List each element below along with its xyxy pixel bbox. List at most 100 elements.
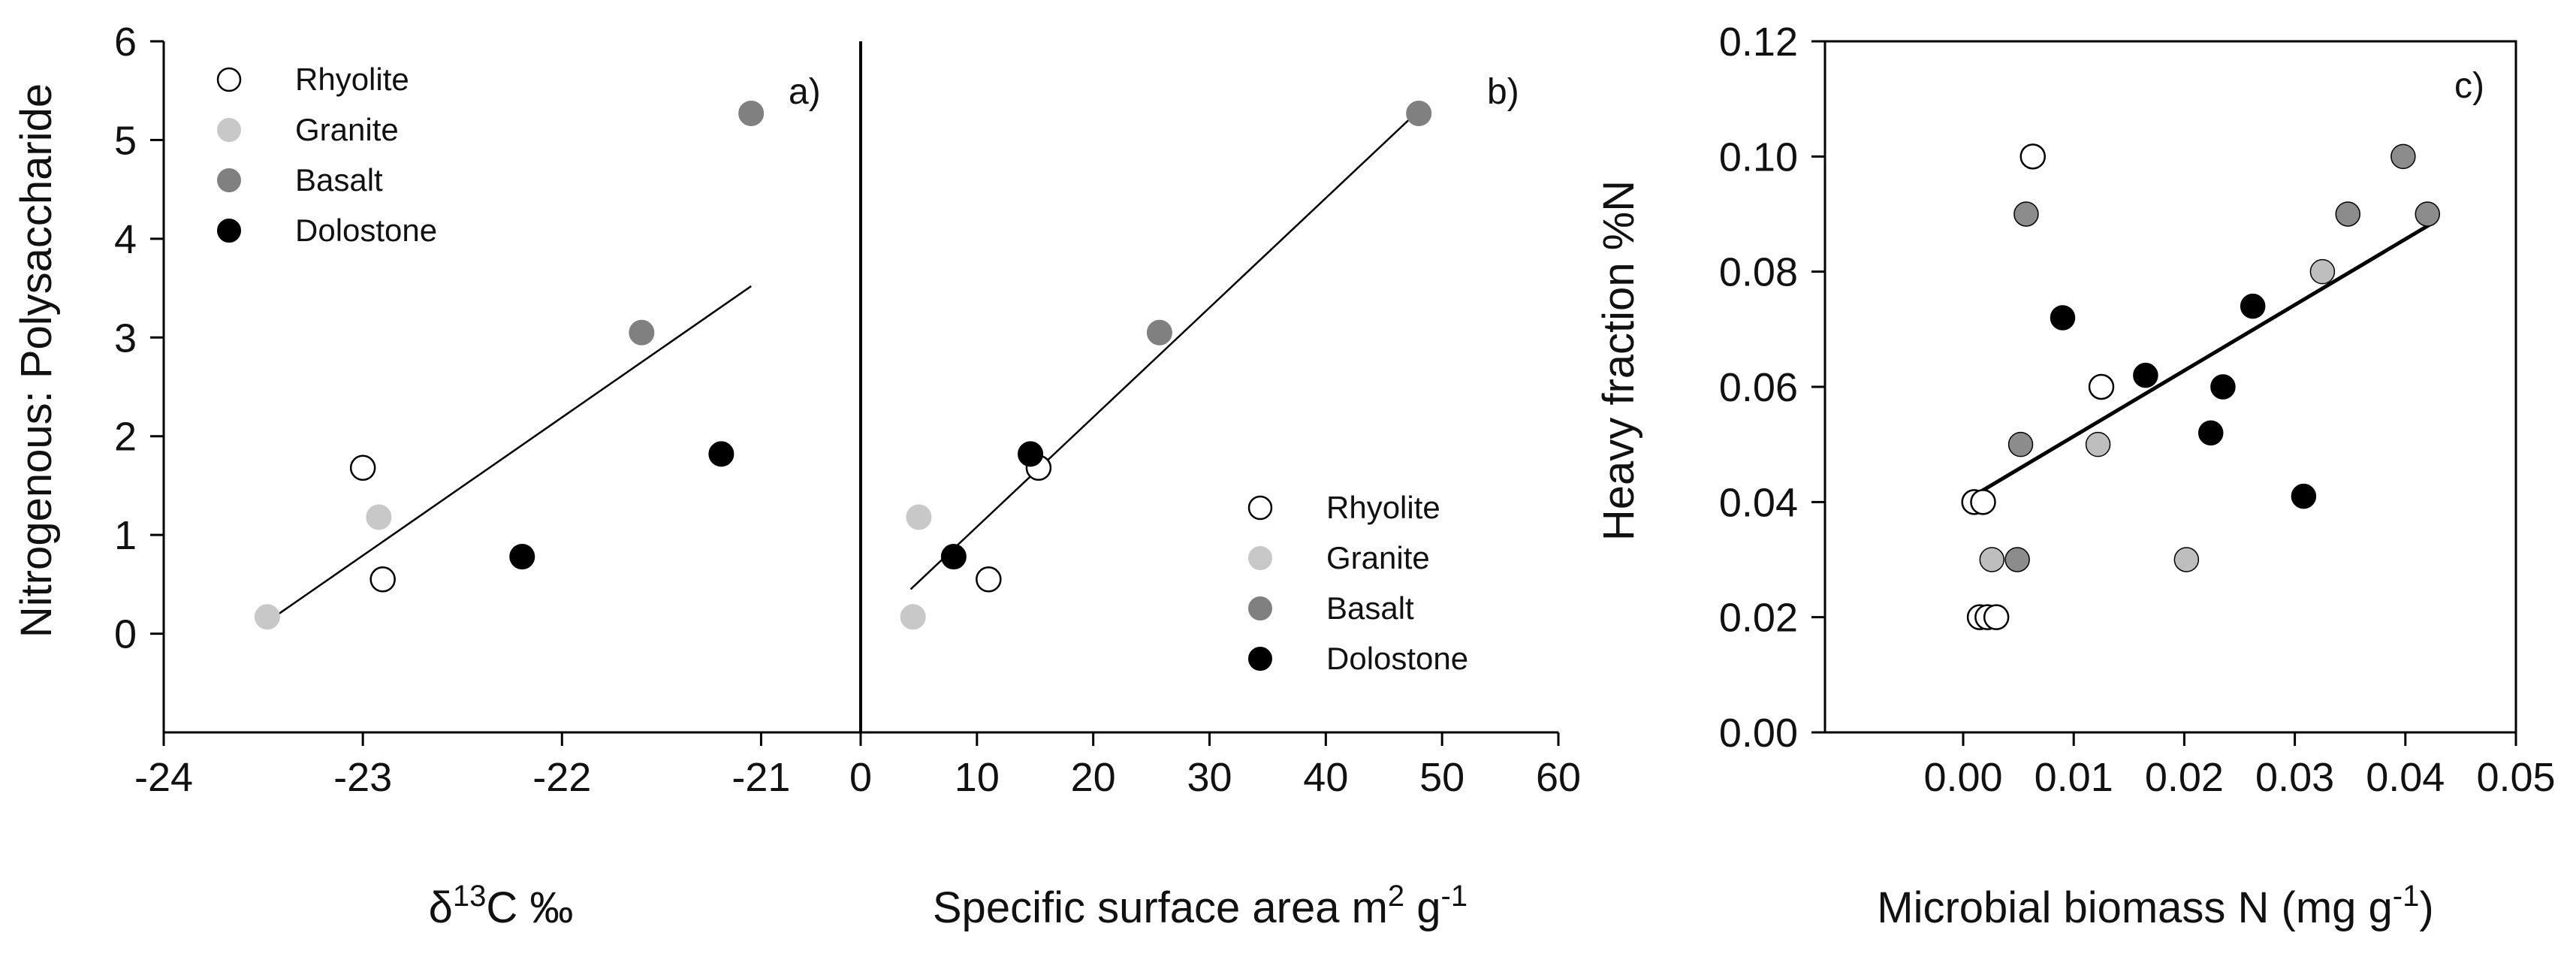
x-axis-label-b-prefix: Specific surface area m — [933, 883, 1388, 932]
legend-b-marker-rhyolite — [1247, 495, 1273, 521]
point-c-basalt — [2004, 547, 2030, 572]
point-c-granite — [2085, 431, 2111, 457]
legend-a-marker-dolostone — [217, 219, 241, 243]
point-a-rhyolite — [370, 566, 396, 593]
x-tick-label-a: -24 — [134, 755, 193, 800]
legend-a: Rhyolite Granite Basalt Dolostone — [216, 62, 437, 248]
x-tick-label-c: 0.02 — [2145, 755, 2224, 800]
point-c-basalt — [2415, 201, 2440, 227]
point-b-granite — [906, 504, 932, 530]
point-c-granite — [2173, 547, 2200, 572]
y-tick-label-c: 0.06 — [1719, 365, 1798, 410]
x-tick-label-b: 30 — [1187, 755, 1232, 800]
point-c-basalt — [2007, 431, 2034, 457]
point-c-dolostone — [2240, 293, 2266, 319]
panel-c: 0.00 0.01 0.02 0.03 0.04 0.05 0.00 0.02 0.04 0.06… — [1719, 20, 2556, 800]
y-axis-label-c: Heavy fraction %N — [1594, 180, 1643, 541]
x-tick-label-b: 40 — [1303, 755, 1348, 800]
legend-a-marker-basalt — [217, 168, 241, 192]
point-a-basalt — [629, 319, 655, 346]
x-axis-label-b-sup2: -1 — [1441, 880, 1468, 913]
point-c-rhyolite — [1983, 604, 2010, 630]
x-tick-label-c: 0.05 — [2476, 755, 2555, 800]
y-tick-label-c: 0.04 — [1719, 480, 1798, 525]
legend-b-label-basalt: Basalt — [1326, 590, 1414, 626]
panel-a: -24 -23 -22 -21 0 1 2 3 4 5 6 — [114, 20, 861, 800]
legend-a-label-dolostone: Dolostone — [295, 213, 437, 248]
legend-b: Rhyolite Granite Basalt Dolostone — [1247, 490, 1468, 676]
x-tick-label-b: 50 — [1419, 755, 1464, 800]
y-tick-label-a: 6 — [114, 20, 137, 65]
legend-b-marker-granite — [1248, 546, 1272, 570]
x-tick-label-c: 0.03 — [2255, 755, 2334, 800]
point-c-dolostone — [2050, 305, 2076, 331]
y-tick-label-c: 0.10 — [1719, 134, 1798, 180]
x-tick-label-c: 0.04 — [2366, 755, 2445, 800]
point-c-dolostone — [2133, 362, 2158, 388]
x-axis-label-c-sup: -1 — [2393, 880, 2420, 913]
point-c-rhyolite — [2019, 143, 2046, 170]
x-axis-label-a-suffix: C ‰ — [486, 883, 573, 932]
x-axis-label-c-suffix: ) — [2419, 883, 2433, 932]
x-axis-label-b-suffix: g — [1404, 883, 1440, 932]
x-tick-label-b: 10 — [955, 755, 1000, 800]
y-tick-label-a: 5 — [114, 118, 137, 163]
point-a-granite — [254, 604, 280, 630]
y-tick-label-a: 1 — [114, 513, 137, 558]
y-tick-label-c: 0.12 — [1719, 20, 1798, 65]
legend-a-label-granite: Granite — [295, 112, 399, 147]
legend-b-label-dolostone: Dolostone — [1326, 641, 1468, 676]
y-tick-label-a: 0 — [114, 612, 137, 657]
x-axis-label-b: Specific surface area m2 g-1 — [933, 880, 1467, 932]
point-c-granite — [1979, 547, 2005, 572]
legend-b-marker-dolostone — [1248, 647, 1272, 671]
y-tick-label-c: 0.00 — [1719, 711, 1798, 756]
legend-a-label-basalt: Basalt — [295, 162, 383, 198]
x-tick-label-b: 0 — [849, 755, 872, 800]
x-tick-label-c: 0.01 — [2035, 755, 2113, 800]
point-c-rhyolite — [1970, 489, 1996, 515]
point-c-granite — [2309, 258, 2336, 285]
point-c-dolostone — [2210, 374, 2236, 400]
x-tick-label-c: 0.00 — [1923, 755, 2002, 800]
fit-line-a — [267, 285, 752, 623]
legend-b-label-granite: Granite — [1326, 540, 1430, 575]
legend-b-label-rhyolite: Rhyolite — [1326, 490, 1440, 525]
x-axis-label-a-sup: 13 — [453, 880, 487, 913]
x-axis-label-a-prefix: δ — [429, 883, 453, 932]
point-c-basalt — [2335, 201, 2361, 227]
x-axis-label-c: Microbial biomass N (mg g-1) — [1877, 880, 2433, 932]
point-b-dolostone — [940, 544, 967, 570]
point-b-rhyolite — [976, 566, 1002, 593]
legend-a-label-rhyolite: Rhyolite — [295, 62, 409, 97]
panel-label-c: c) — [2454, 66, 2484, 106]
point-a-dolostone — [509, 544, 535, 570]
panel-b: 0 10 20 30 40 50 60 — [849, 41, 1581, 800]
fit-line-b — [909, 110, 1420, 590]
point-a-basalt — [738, 100, 765, 126]
point-b-granite — [900, 604, 926, 630]
point-c-dolostone — [2197, 420, 2224, 446]
point-a-rhyolite — [349, 454, 376, 481]
point-c-basalt — [2013, 201, 2039, 227]
legend-a-marker-rhyolite — [216, 67, 242, 92]
x-axis-label-b-sup: 2 — [1388, 880, 1404, 913]
x-tick-label-b: 20 — [1071, 755, 1116, 800]
legend-a-marker-granite — [217, 118, 241, 142]
legend-b-marker-basalt — [1248, 596, 1272, 620]
y-tick-label-c: 0.08 — [1719, 250, 1798, 295]
point-b-dolostone — [1018, 441, 1044, 467]
point-b-basalt — [1406, 100, 1432, 126]
point-c-rhyolite — [2088, 373, 2115, 400]
x-axis-label-c-prefix: Microbial biomass N (mg g — [1877, 883, 2393, 932]
x-tick-label-a: -21 — [731, 755, 790, 800]
point-a-granite — [366, 504, 392, 530]
y-axis-label-a: Nitrogenous: Polysaccharide — [12, 83, 61, 638]
panel-label-a: a) — [789, 72, 821, 112]
y-tick-label-a: 3 — [114, 315, 137, 361]
y-tick-label-c: 0.02 — [1719, 596, 1798, 641]
plot-frame-c — [1823, 40, 2517, 734]
point-c-dolostone — [2291, 483, 2317, 509]
y-tick-label-a: 2 — [114, 415, 137, 460]
y-tick-label-a: 4 — [114, 217, 137, 262]
